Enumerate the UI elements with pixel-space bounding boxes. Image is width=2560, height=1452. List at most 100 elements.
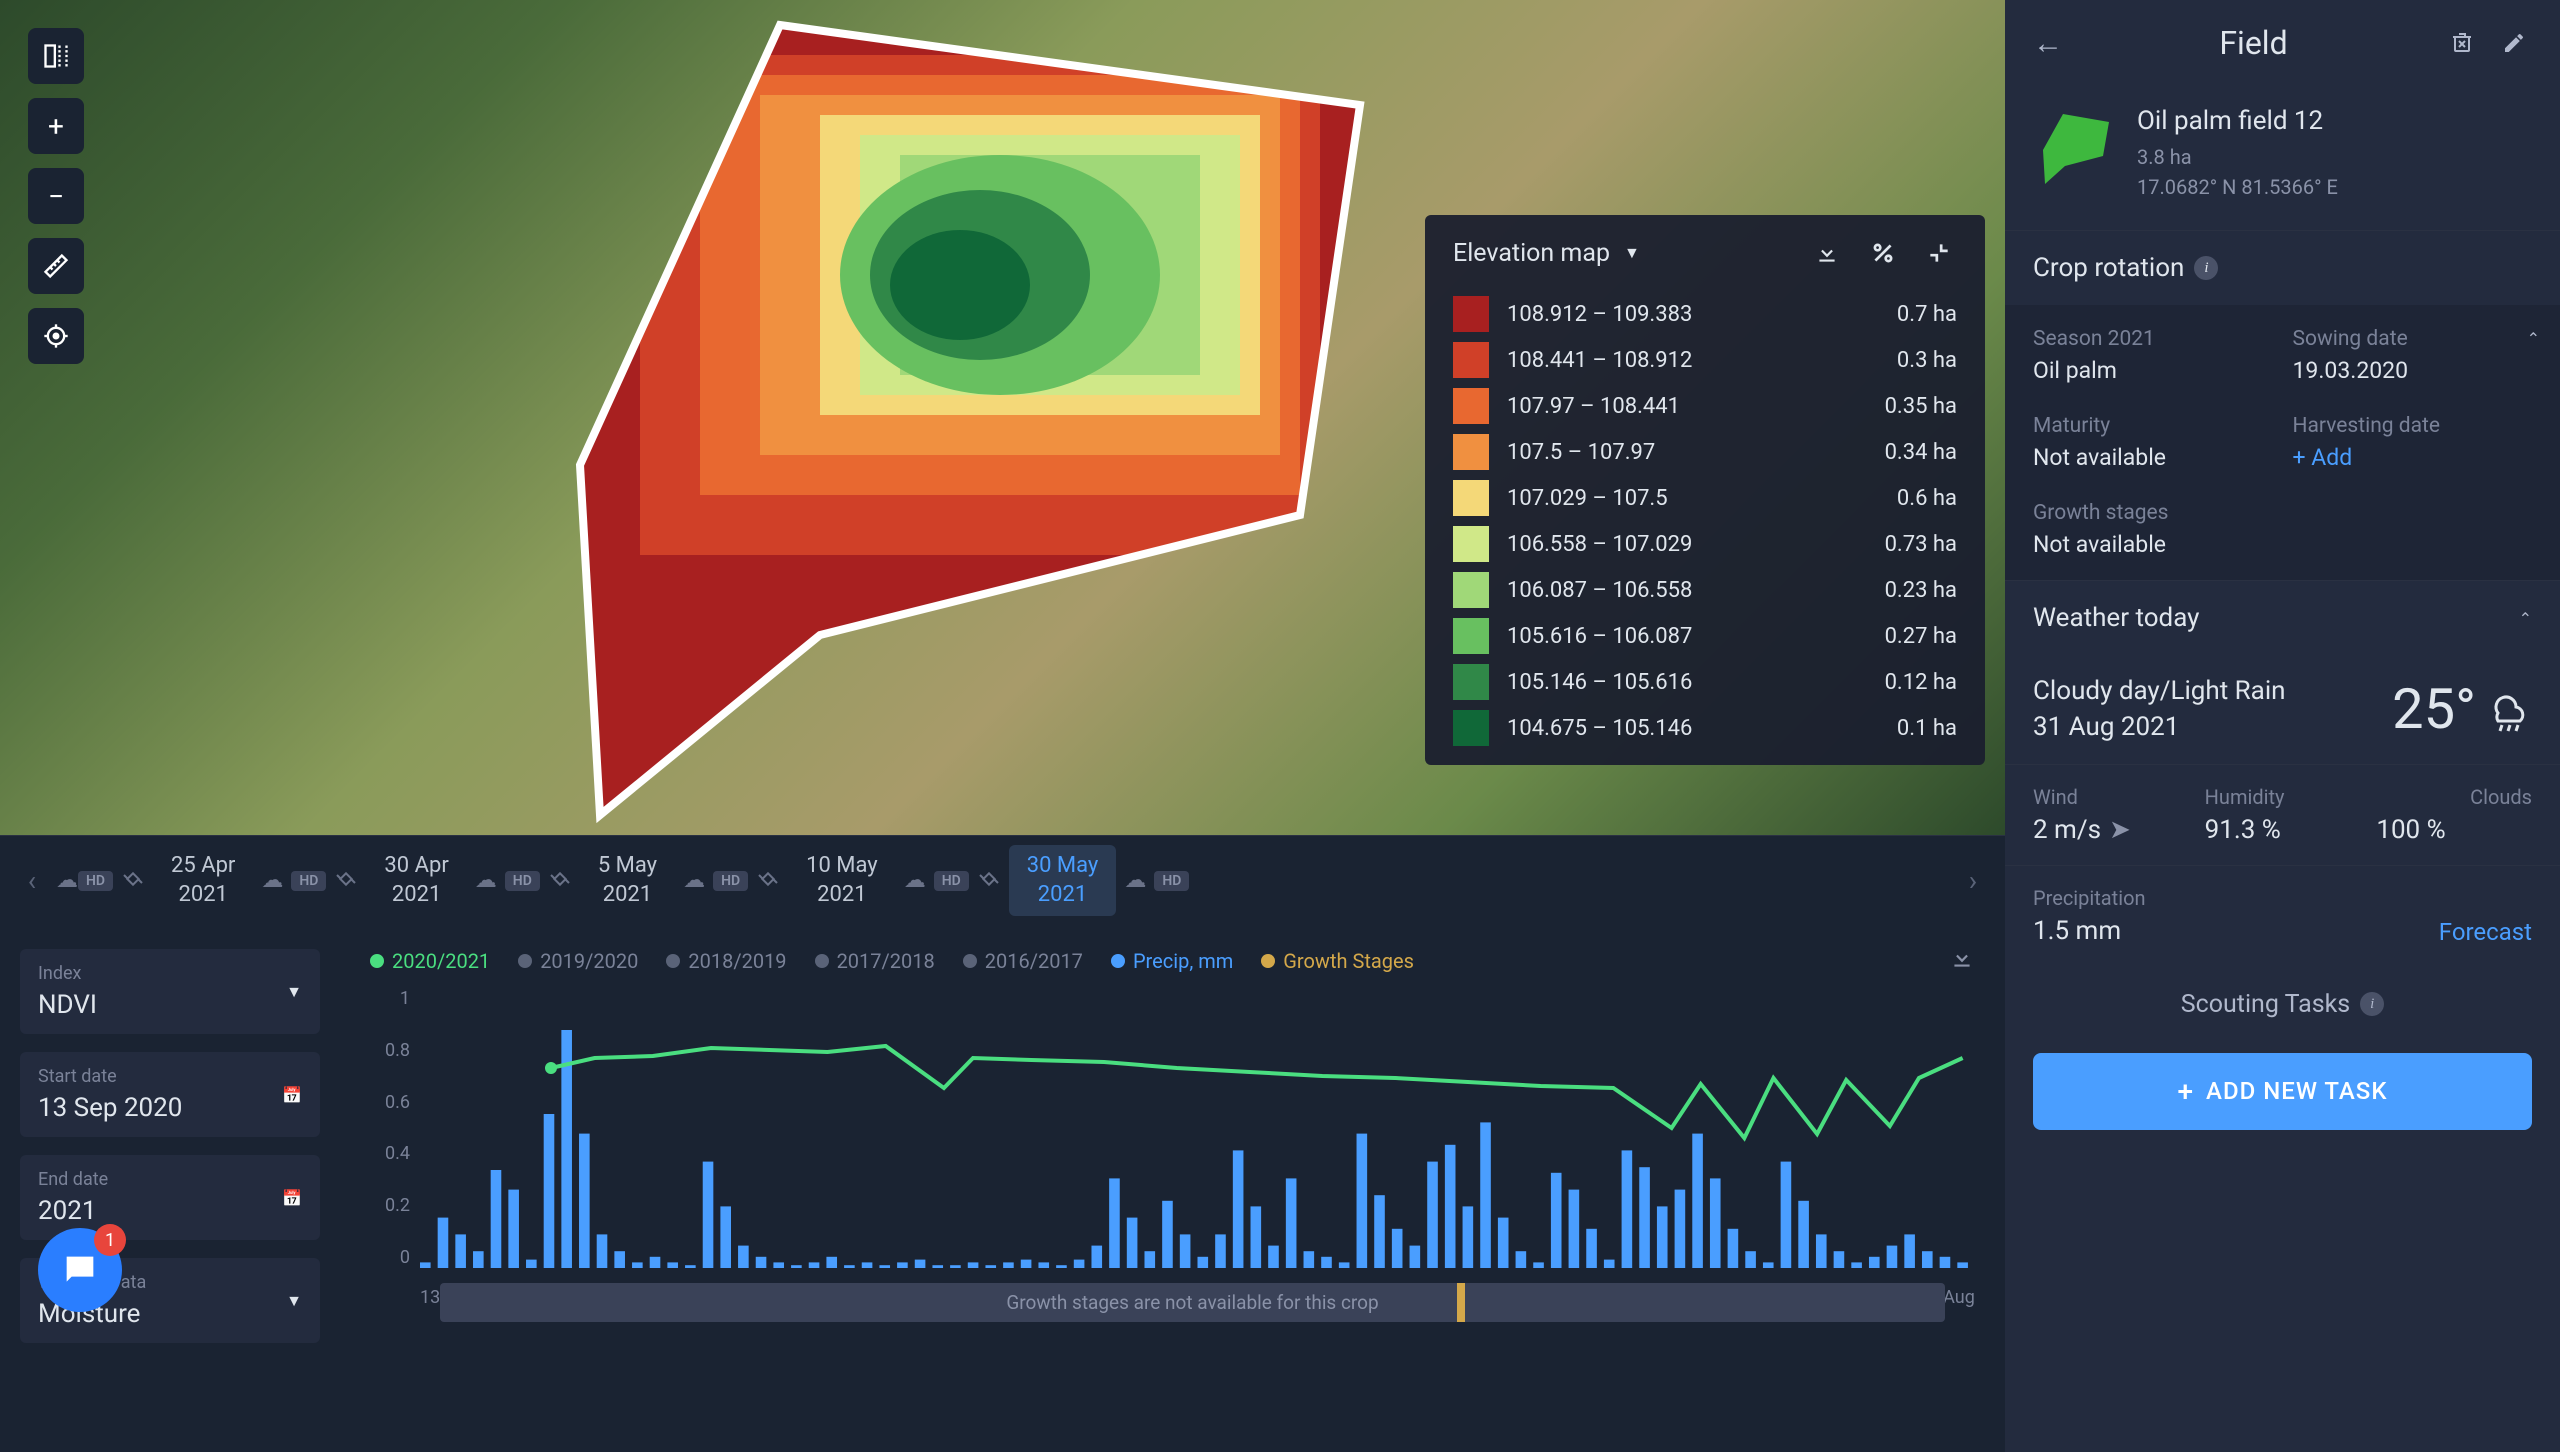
split-view-button[interactable] <box>28 28 84 84</box>
map-tools: + − <box>28 28 84 364</box>
weather-title: Weather today <box>2033 603 2199 633</box>
cloud-icon: ☁ <box>56 868 78 893</box>
start-date-value: 13 Sep 2020 <box>38 1093 302 1123</box>
elevation-row: 107.029 – 107.50.6 ha <box>1425 475 1985 521</box>
wind-label: Wind <box>2033 785 2189 809</box>
growth-notice: Growth stages are not available for this… <box>440 1283 1945 1322</box>
date-timeline: ‹ ☁ HD25 Apr2021☁HD30 Apr2021☁HD5 May202… <box>0 835 2005 925</box>
edit-icon[interactable] <box>2496 25 2532 61</box>
info-icon[interactable]: i <box>2360 992 2384 1016</box>
harvest-add[interactable]: + Add <box>2293 444 2533 471</box>
timeline-date-item[interactable]: 25 Apr2021 <box>153 845 253 916</box>
delete-icon[interactable] <box>2444 25 2480 61</box>
elevation-row: 104.675 – 105.1460.1 ha <box>1425 705 1985 751</box>
weather-temp: 25° <box>2392 676 2532 742</box>
chart-main: 2020/2021 2019/2020 2018/2019 2017/2018 … <box>340 925 2005 1452</box>
sowing-label: Sowing date <box>2293 327 2533 351</box>
timeline-date-item[interactable]: 5 May2021 <box>580 845 675 916</box>
zoom-in-button[interactable]: + <box>28 98 84 154</box>
season-value: Oil palm <box>2033 357 2273 384</box>
end-date-input[interactable]: End date 2021 📅 <box>20 1155 320 1240</box>
satellite-icon <box>121 867 145 895</box>
cloud-icon: ☁ <box>475 868 497 893</box>
legend-y1[interactable]: 2019/2020 <box>518 949 638 973</box>
legend-growth[interactable]: Growth Stages <box>1261 949 1414 973</box>
sowing-value: 19.03.2020 <box>2293 357 2533 384</box>
chart-legend: 2020/2021 2019/2020 2018/2019 2017/2018 … <box>370 945 1975 976</box>
hd-badge: HD <box>1154 871 1189 891</box>
field-info: Oil palm field 12 3.8 ha 17.0682° N 81.5… <box>2005 86 2560 230</box>
chart-controls: Index NDVI ▼ Start date 13 Sep 2020 📅 En… <box>0 925 340 1452</box>
cloud-icon: ☁ <box>904 868 926 893</box>
hd-badge: HD <box>505 871 540 891</box>
satellite-icon <box>334 867 358 895</box>
chart-download-icon[interactable] <box>1949 945 1975 976</box>
chart-canvas: 10.80.60.40.20 13 Sep8 Oct2 Nov27 Nov22 … <box>370 988 1975 1308</box>
satellite-icon <box>548 867 572 895</box>
harvest-label: Harvesting date <box>2293 414 2533 438</box>
info-icon[interactable]: i <box>2194 256 2218 280</box>
download-icon[interactable] <box>1809 235 1845 271</box>
chevron-down-icon: ▼ <box>286 982 302 1002</box>
elevation-row: 107.5 – 107.970.34 ha <box>1425 429 1985 475</box>
cloud-icon: ☁ <box>683 868 705 893</box>
timeline-next[interactable]: › <box>1949 857 1997 905</box>
crop-rotation-title: Crop rotationi <box>2033 253 2532 283</box>
index-select[interactable]: Index NDVI ▼ <box>20 949 320 1034</box>
field-polygon <box>560 15 1380 835</box>
maturity-value: Not available <box>2033 444 2273 471</box>
weather-desc: Cloudy day/Light Rain <box>2033 673 2286 709</box>
chevron-up-icon[interactable]: ⌃ <box>2519 609 2532 628</box>
legend-precip[interactable]: Precip, mm <box>1111 949 1233 973</box>
measure-button[interactable] <box>28 238 84 294</box>
add-task-button[interactable]: +ADD NEW TASK <box>2033 1053 2532 1130</box>
scouting-title: Scouting Tasksi <box>2005 966 2560 1043</box>
satellite-icon <box>756 867 780 895</box>
sidebar-title: Field <box>2079 24 2428 62</box>
precip-value: 1.5 mm <box>2033 916 2146 946</box>
chevron-up-icon[interactable]: ⌃ <box>2527 329 2540 348</box>
maturity-label: Maturity <box>2033 414 2273 438</box>
percent-icon[interactable] <box>1865 235 1901 271</box>
legend-y2[interactable]: 2018/2019 <box>666 949 786 973</box>
end-date-label: End date <box>38 1169 302 1190</box>
elevation-row: 105.616 – 106.0870.27 ha <box>1425 613 1985 659</box>
back-button[interactable]: ← <box>2033 26 2063 61</box>
field-name: Oil palm field 12 <box>2137 106 2532 136</box>
field-area: 3.8 ha <box>2137 142 2532 172</box>
rotation-grid: Season 2021Oil palm Sowing date19.03.202… <box>2005 305 2560 580</box>
locate-button[interactable] <box>28 308 84 364</box>
weather-main: Cloudy day/Light Rain 31 Aug 2021 25° <box>2005 655 2560 764</box>
hd-badge: HD <box>713 871 748 891</box>
cloud-icon: ☁ <box>1124 868 1146 893</box>
weather-date: 31 Aug 2021 <box>2033 709 2286 745</box>
index-value: NDVI <box>38 990 302 1020</box>
hd-badge: HD <box>78 871 113 891</box>
zoom-out-button[interactable]: − <box>28 168 84 224</box>
forecast-link[interactable]: Forecast <box>2439 918 2532 946</box>
legend-y3[interactable]: 2017/2018 <box>815 949 935 973</box>
start-date-label: Start date <box>38 1066 302 1087</box>
stages-label: Growth stages <box>2033 501 2532 525</box>
start-date-input[interactable]: Start date 13 Sep 2020 📅 <box>20 1052 320 1137</box>
clouds-value: 100 % <box>2376 815 2532 845</box>
field-sidebar: ← Field Oil palm field 12 3.8 ha 17.0682… <box>2005 0 2560 1452</box>
collapse-icon[interactable] <box>1921 235 1957 271</box>
chart-section: Index NDVI ▼ Start date 13 Sep 2020 📅 En… <box>0 925 2005 1452</box>
weather-stats: Wind2 m/s➤ Humidity91.3 % Clouds100 % <box>2005 764 2560 865</box>
elevation-legend-panel: Elevation map ▼ 108.912 – 109.3830.7 ha1… <box>1425 215 1985 765</box>
timeline-prev[interactable]: ‹ <box>8 857 56 905</box>
precip-label: Precipitation <box>2033 886 2146 910</box>
elevation-row: 106.558 – 107.0290.73 ha <box>1425 521 1985 567</box>
legend-y4[interactable]: 2016/2017 <box>963 949 1083 973</box>
humidity-value: 91.3 % <box>2205 815 2361 845</box>
legend-current[interactable]: 2020/2021 <box>370 949 490 973</box>
elevation-map-dropdown[interactable]: Elevation map ▼ <box>1453 239 1789 268</box>
calendar-icon: 📅 <box>282 1188 302 1207</box>
hd-badge: HD <box>291 871 326 891</box>
chat-button[interactable]: 1 <box>38 1228 122 1312</box>
map-view[interactable]: + − Elevation map ▼ 108.912 – 109.3830.7… <box>0 0 2005 835</box>
timeline-date-item[interactable]: 10 May2021 <box>788 845 896 916</box>
timeline-date-item[interactable]: 30 Apr2021 <box>366 845 466 916</box>
timeline-date-item[interactable]: 30 May2021 <box>1009 845 1117 916</box>
